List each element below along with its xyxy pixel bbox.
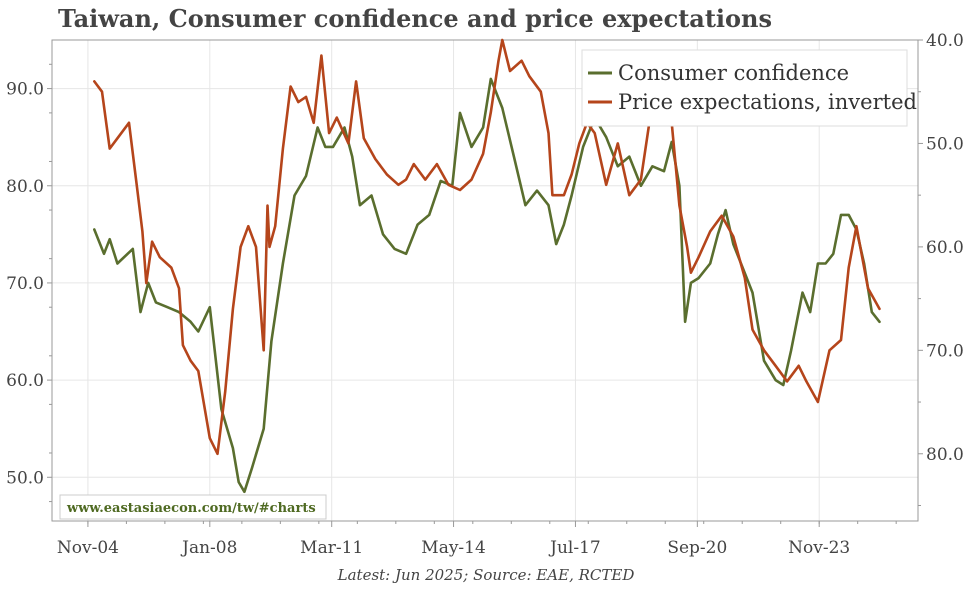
plot-frame xyxy=(51,39,919,522)
x-tick-label: Nov-04 xyxy=(57,538,119,558)
x-tick-label: Jan-08 xyxy=(180,538,237,558)
legend-label-consumer-confidence: Consumer confidence xyxy=(618,61,849,85)
right-tick-label: 70.0 xyxy=(926,341,964,361)
legend-box xyxy=(581,49,908,127)
legend: Consumer confidence Price expectations, … xyxy=(581,49,917,127)
right-tick-label: 40.0 xyxy=(926,31,964,51)
x-tick-label: Mar-11 xyxy=(300,538,363,558)
source-footnote: Latest: Jun 2025; Source: EAE, RCTED xyxy=(337,566,635,584)
left-tick-label: 50.0 xyxy=(6,468,44,488)
left-tick-label: 70.0 xyxy=(6,274,44,294)
watermark[interactable]: www.eastasiaecon.com/tw/#charts xyxy=(59,494,327,520)
watermark-link[interactable]: www.eastasiaecon.com/tw/#charts xyxy=(66,501,316,516)
chart-title: Taiwan, Consumer confidence and price ex… xyxy=(58,4,773,33)
right-tick-label: 60.0 xyxy=(926,238,964,258)
x-tick-label: Nov-23 xyxy=(788,538,850,558)
right-tick-label: 80.0 xyxy=(926,445,964,465)
series-line-price-expectations xyxy=(93,38,881,456)
series-line-consumer-confidence xyxy=(93,77,881,494)
left-tick-label: 60.0 xyxy=(6,371,44,391)
left-tick-label: 80.0 xyxy=(6,177,44,197)
x-tick-label: May-14 xyxy=(421,538,486,558)
right-tick-label: 50.0 xyxy=(926,134,964,154)
watermark-box xyxy=(59,494,327,520)
left-tick-label: 90.0 xyxy=(6,80,44,100)
series-lines xyxy=(93,38,881,494)
x-tick-label: Sep-20 xyxy=(667,538,727,558)
legend-label-price-expectations: Price expectations, inverted xyxy=(618,90,917,114)
x-tick-label: Jul-17 xyxy=(548,538,601,558)
axes: 50.0 60.0 70.0 80.0 90.0 40.0 50.0 60.0 70.0 80.0… xyxy=(6,31,964,558)
gridlines xyxy=(52,40,918,521)
